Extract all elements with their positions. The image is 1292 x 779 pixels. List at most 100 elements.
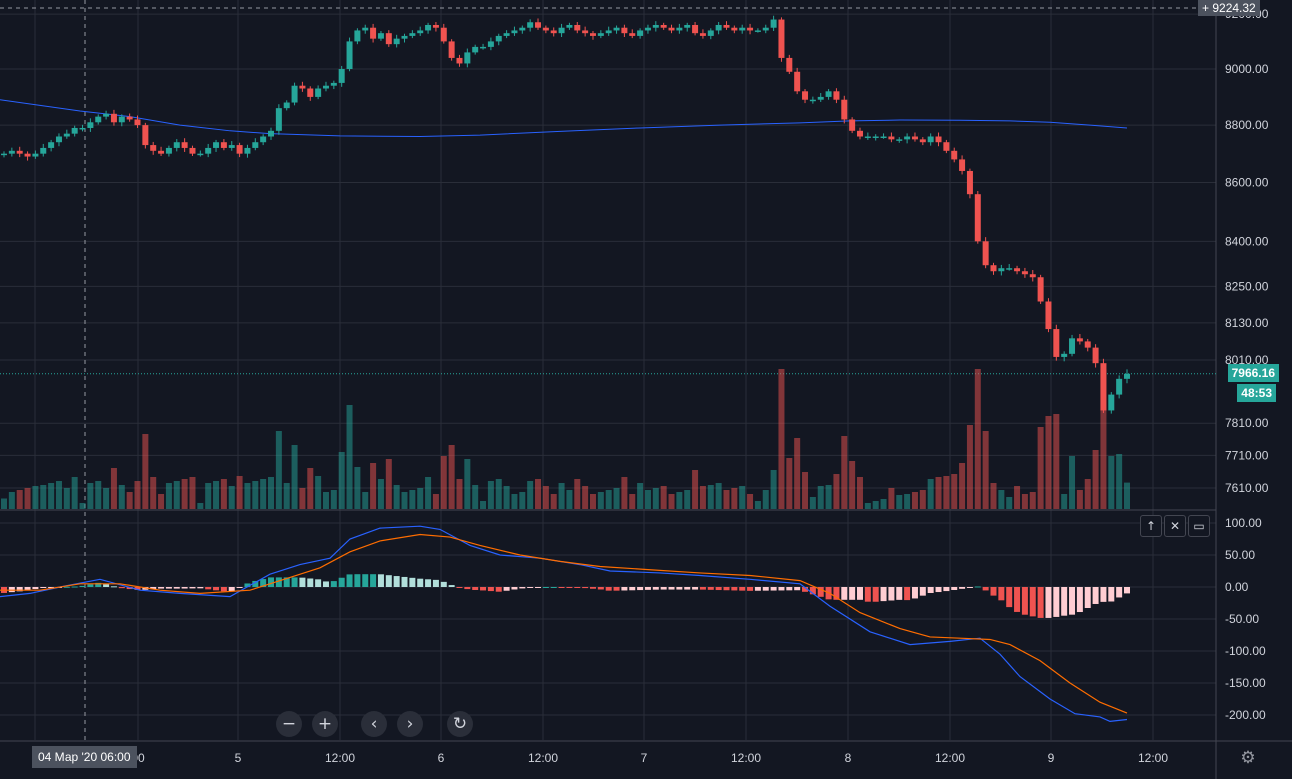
histogram-bar [456,587,463,588]
candle-body [401,35,408,39]
volume-bar [856,477,863,509]
volume-bar [1053,414,1060,509]
price-tick-label: 9000.00 [1225,62,1269,76]
pane-up-button[interactable]: ↑ [1140,515,1162,537]
volume-bar [652,488,659,509]
settings-button[interactable]: ⚙ [1238,748,1258,768]
candle-body [542,27,549,31]
zoom-out-button[interactable]: − [276,711,302,737]
candle-body [833,91,840,100]
histogram-bar [95,582,102,587]
candle-body [63,133,70,137]
volume-bar [951,474,958,509]
candle-body [260,136,267,143]
candle-body [377,33,384,39]
histogram-bar [432,579,439,587]
histogram-bar [220,587,227,592]
volume-bar [354,467,361,509]
candle-body [448,41,455,58]
chevron-right-icon: › [406,714,414,734]
scroll-right-button[interactable]: › [397,711,423,737]
candle-body [1037,277,1044,302]
histogram-bar [644,587,651,590]
last-price-value: 7966.16 [1231,366,1275,380]
volume-bar [566,490,573,509]
candle-body [432,24,439,28]
candle-body [519,27,526,31]
volume-bar [849,461,856,509]
candle-body [503,33,510,36]
volume-bar [935,477,942,509]
osc-tick-label: 0.00 [1225,580,1249,594]
volume-bar [966,425,973,509]
volume-bar [165,483,172,509]
candle-body [181,142,188,148]
candle-body [417,30,424,34]
volume-bar [110,468,117,509]
price-tick-label: 8600.00 [1225,176,1269,190]
last-price-label: 7966.16 [1227,364,1279,382]
volume-bar [959,463,966,509]
candle-body [55,136,62,143]
volume-bar [464,459,471,509]
crosshair-date-label: 04 Мар '20 06:00 [32,746,137,768]
histogram-bar [330,581,337,587]
volume-bar [621,477,628,509]
volume-bar [888,488,895,509]
volume-bar [550,494,557,509]
volume-bar [503,486,510,509]
reset-chart-button[interactable]: ↻ [447,711,473,737]
candle-body [652,24,659,28]
histogram-bar [974,586,981,588]
volume-bar [542,486,549,509]
volume-bar [150,477,157,509]
candle-body [841,99,848,120]
histogram-bar [244,583,251,587]
candle-body [849,119,856,131]
histogram-bar [79,585,86,587]
candle-body [1021,271,1028,275]
histogram-bar [291,577,298,587]
histogram-bar [668,587,675,590]
volume-bar [778,369,785,509]
volume-bar [833,474,840,509]
volume-bar [142,434,149,509]
pane-close-button[interactable]: ✕ [1164,515,1186,537]
histogram-bar [833,587,840,600]
histogram-bar [346,574,353,587]
volume-bar [1029,492,1036,509]
volume-bar [511,494,518,509]
histogram-bar [707,587,714,590]
candle-body [959,159,966,171]
candle-body [566,24,573,28]
histogram-bar [778,587,785,591]
volume-bar [299,488,306,509]
candle-body [480,46,487,49]
volume-bar [527,481,534,509]
scroll-left-button[interactable]: ‹ [361,711,387,737]
candle-body [472,46,479,53]
candle-body [1092,347,1099,364]
candle-body [574,24,581,31]
crosshair-price-label: + 9224.32 [1198,0,1260,16]
zoom-in-button[interactable]: + [312,711,338,737]
candle-body [723,24,730,28]
candle-body [213,142,220,148]
price-tick-label: 7810.00 [1225,416,1269,430]
candle-body [79,127,86,130]
candle-body [1069,338,1076,354]
time-tick-label: 6 [438,751,445,765]
candle-body [456,57,463,64]
candle-body [126,116,133,120]
candle-body [754,30,761,32]
candle-body [440,27,447,42]
candle-body [103,113,110,117]
histogram-bar [299,577,306,587]
histogram-bar [817,587,824,597]
candle-body [393,38,400,45]
pane-maximize-button[interactable]: ▭ [1188,515,1210,537]
candle-body [919,139,926,143]
histogram-bar [268,577,275,587]
volume-bar [998,490,1005,509]
